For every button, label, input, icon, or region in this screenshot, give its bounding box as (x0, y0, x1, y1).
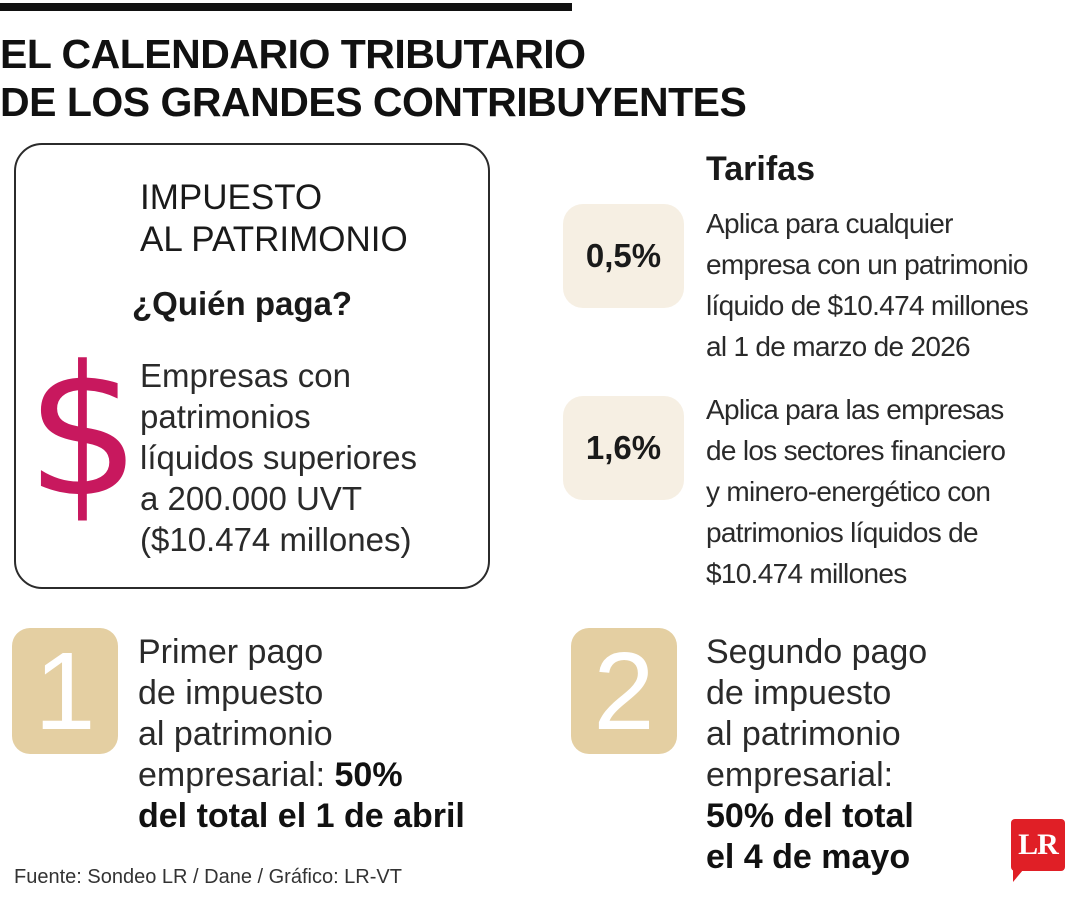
rate-line: Aplica para cualquier (706, 208, 953, 239)
who-line: ($10.474 millones) (140, 521, 412, 558)
payment-line: al patrimonio (138, 715, 333, 753)
payment-line-bold: 50% (334, 756, 403, 794)
payment-line-bold: el 4 de mayo (706, 838, 911, 876)
payment-description-2: Segundo pago de impuesto al patrimonio e… (706, 632, 927, 878)
payment-line: 50% del total (706, 796, 927, 837)
rate-line: líquido de $10.474 millones (706, 290, 1029, 321)
payment-number-1: 1 (12, 628, 118, 754)
payment-line-bold: del total el 1 de abril (138, 797, 465, 835)
payment-line: de impuesto (706, 674, 892, 712)
lr-logo-tail (1013, 870, 1033, 882)
tax-name-line-2: AL PATRIMONIO (140, 220, 408, 259)
title-line-1: EL CALENDARIO TRIBUTARIO (0, 31, 586, 77)
dollar-sign-icon: $ (26, 328, 141, 537)
rate-line: de los sectores financiero (706, 435, 1006, 466)
rate-badge-2: 1,6% (563, 396, 684, 500)
rate-description-1: Aplica para cualquier empresa con un pat… (706, 203, 1066, 367)
payment-line: empresarial: (706, 756, 894, 794)
lr-logo: LR (1011, 819, 1065, 871)
rate-line: Aplica para las empresas (706, 394, 1004, 425)
rate-line: patrimonios líquidos de (706, 517, 979, 548)
top-rule (0, 3, 572, 11)
payment-number-2: 2 (571, 628, 677, 754)
rate-badge-1: 0,5% (563, 204, 684, 308)
payment-line: del total el 1 de abril (138, 796, 465, 837)
who-pays-panel: IMPUESTO AL PATRIMONIO ¿Quién paga? $ Em… (14, 143, 490, 589)
who-line: patrimonios (140, 398, 311, 435)
who-pays-description: Empresas con patrimonios líquidos superi… (140, 355, 417, 560)
who-line: Empresas con (140, 357, 351, 394)
rates-title: Tarifas (706, 150, 815, 188)
payment-line: empresarial: 50% (138, 755, 465, 796)
payment-description-1: Primer pago de impuesto al patrimonio em… (138, 632, 465, 837)
rate-description-2: Aplica para las empresas de los sectores… (706, 389, 1066, 594)
payment-line: de impuesto (138, 674, 324, 712)
page-title: EL CALENDARIO TRIBUTARIO DE LOS GRANDES … (0, 30, 747, 126)
payment-line: el 4 de mayo (706, 837, 927, 878)
title-line-2: DE LOS GRANDES CONTRIBUYENTES (0, 79, 747, 125)
source-credit: Fuente: Sondeo LR / Dane / Gráfico: LR-V… (14, 866, 402, 888)
rate-line: $10.474 millones (706, 558, 907, 589)
rate-line: al 1 de marzo de 2026 (706, 331, 971, 362)
who-line: líquidos superiores (140, 439, 417, 476)
payment-line: Segundo pago (706, 633, 928, 671)
payment-line-bold: 50% del total (706, 797, 914, 835)
payment-line: Primer pago (138, 633, 324, 671)
payment-line-regular: empresarial: (138, 756, 335, 794)
payment-line: al patrimonio (706, 715, 901, 753)
rate-line: empresa con un patrimonio (706, 249, 1028, 280)
who-line: a 200.000 UVT (140, 480, 362, 517)
tax-name: IMPUESTO AL PATRIMONIO (140, 177, 408, 261)
tax-name-line-1: IMPUESTO (140, 178, 323, 217)
who-pays-heading: ¿Quién paga? (132, 285, 353, 322)
rate-line: y minero-energético con (706, 476, 991, 507)
